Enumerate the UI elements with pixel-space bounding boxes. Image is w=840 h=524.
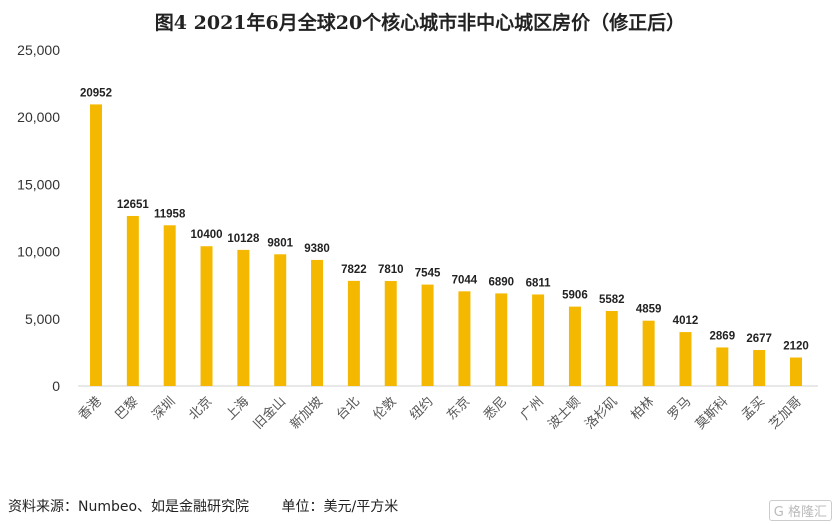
data-label: 7044 bbox=[452, 274, 478, 286]
bar bbox=[347, 280, 360, 386]
data-label: 4012 bbox=[673, 315, 699, 327]
y-tick-label: 10,000 bbox=[17, 244, 60, 260]
y-tick-label: 5,000 bbox=[25, 311, 60, 327]
bar bbox=[458, 291, 471, 386]
data-label: 12651 bbox=[117, 199, 150, 211]
source-note: 资料来源：Numbeo、如是金融研究院 bbox=[8, 499, 250, 515]
bar bbox=[311, 259, 324, 386]
x-tick-label: 芝加哥 bbox=[766, 394, 805, 433]
bar bbox=[605, 310, 618, 386]
data-label: 6811 bbox=[526, 277, 552, 289]
x-tick-label: 东京 bbox=[444, 394, 473, 423]
bar bbox=[90, 104, 102, 386]
y-tick-label: 0 bbox=[52, 378, 60, 394]
x-tick-label: 洛杉矶 bbox=[582, 394, 620, 432]
data-label: 5906 bbox=[562, 290, 588, 302]
y-tick-label: 15,000 bbox=[17, 176, 60, 192]
bar bbox=[716, 347, 729, 386]
unit-note: 单位：美元/平方米 bbox=[281, 499, 399, 515]
data-label: 7545 bbox=[415, 268, 441, 280]
chart-title: 图4 2021年6月全球20个核心城市非中心城区房价（修正后） bbox=[154, 12, 686, 34]
data-label: 9801 bbox=[267, 237, 293, 249]
x-tick-label: 香港 bbox=[76, 394, 105, 423]
x-tick-label: 上海 bbox=[223, 394, 252, 423]
data-label: 10400 bbox=[191, 229, 223, 241]
bar bbox=[753, 350, 766, 386]
data-label: 11958 bbox=[154, 208, 186, 220]
data-label: 20952 bbox=[80, 87, 112, 99]
data-label: 5582 bbox=[599, 294, 625, 306]
bar bbox=[532, 294, 545, 386]
x-tick-label: 旧金山 bbox=[250, 394, 289, 433]
data-label: 9380 bbox=[304, 243, 330, 255]
y-tick-label: 20,000 bbox=[17, 109, 60, 125]
footer: 资料来源：Numbeo、如是金融研究院 单位：美元/平方米 bbox=[8, 496, 426, 516]
bar bbox=[495, 293, 508, 386]
x-tick-label: 纽约 bbox=[407, 394, 436, 423]
bar bbox=[642, 320, 655, 386]
x-tick-label: 新加坡 bbox=[287, 394, 326, 433]
x-tick-label: 巴黎 bbox=[113, 394, 142, 423]
x-tick-label: 深圳 bbox=[150, 394, 179, 423]
x-tick-label: 伦敦 bbox=[370, 394, 400, 424]
x-tick-label: 悉尼 bbox=[481, 394, 510, 423]
x-tick-label: 柏林 bbox=[628, 394, 657, 423]
y-tick-label: 25,000 bbox=[17, 42, 60, 58]
data-label: 2677 bbox=[746, 333, 772, 345]
bar bbox=[421, 284, 434, 386]
data-label: 6890 bbox=[488, 276, 514, 288]
x-tick-label: 孟买 bbox=[739, 394, 768, 423]
bar bbox=[274, 254, 287, 386]
data-label: 7822 bbox=[341, 264, 367, 276]
bar bbox=[679, 332, 692, 386]
x-tick-label: 广州 bbox=[518, 394, 547, 423]
x-tick-label: 北京 bbox=[186, 394, 215, 423]
data-label: 4859 bbox=[636, 304, 662, 316]
x-tick-label: 莫斯科 bbox=[693, 394, 731, 432]
bar bbox=[163, 225, 176, 386]
data-label: 2869 bbox=[710, 330, 736, 342]
bar bbox=[568, 306, 581, 386]
data-label: 2120 bbox=[783, 341, 809, 353]
bar bbox=[790, 357, 802, 386]
x-tick-label: 台北 bbox=[334, 394, 363, 423]
data-label: 10128 bbox=[227, 233, 260, 245]
bar bbox=[200, 246, 213, 386]
x-tick-label: 罗马 bbox=[665, 394, 694, 423]
x-tick-label: 波士顿 bbox=[546, 394, 584, 432]
bar bbox=[126, 215, 139, 386]
data-label: 7810 bbox=[378, 264, 404, 276]
watermark-logo: G 格隆汇 bbox=[768, 500, 832, 521]
bar bbox=[237, 249, 250, 386]
bar bbox=[384, 281, 397, 386]
